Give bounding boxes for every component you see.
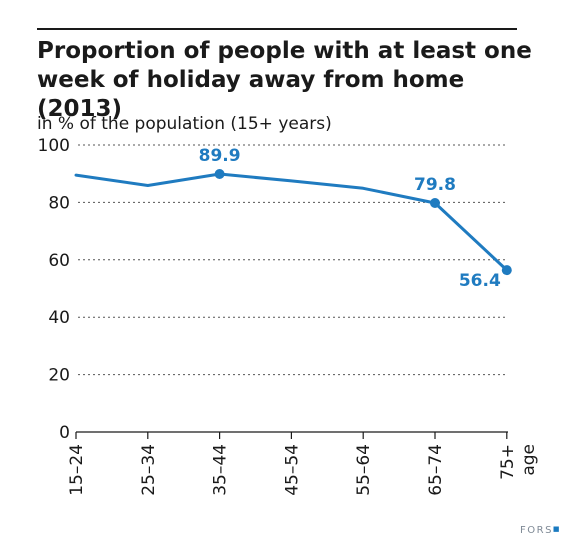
x-tick-label: 15–24 — [67, 444, 87, 496]
chart-subtitle: in % of the population (15+ years) — [37, 114, 332, 134]
data-point-marker — [214, 168, 225, 179]
data-label: 89.9 — [199, 146, 241, 166]
data-labels: 89.9 79.8 56.4 — [199, 146, 501, 291]
fors-logo: FORS■ — [520, 525, 561, 536]
y-tick-label: 0 — [59, 423, 70, 443]
x-tick-label: 65–74 — [426, 444, 446, 496]
x-tick-label: 75+ — [498, 444, 518, 480]
gridlines — [78, 144, 508, 376]
chart-title: Proportion of people with at least one w… — [37, 38, 532, 122]
y-tick-label: 60 — [48, 251, 70, 271]
y-tick-label: 40 — [48, 308, 70, 328]
data-label: 56.4 — [459, 271, 501, 291]
x-axis-label: age — [519, 444, 539, 476]
data-point-marker — [501, 265, 512, 276]
x-tick-label: 25–34 — [139, 444, 159, 496]
data-point-marker — [430, 197, 440, 208]
y-tick-label: 80 — [48, 193, 70, 213]
y-tick-label: 20 — [48, 366, 70, 386]
logo-text: FORS — [520, 525, 553, 536]
series-group — [74, 168, 512, 276]
x-tick-label: 35–44 — [211, 444, 231, 496]
title-rule — [37, 28, 517, 30]
y-tick-label: 100 — [38, 136, 70, 156]
data-label: 79.8 — [414, 175, 456, 195]
x-tick-label: 45–54 — [282, 444, 302, 496]
logo-dot-icon: ■ — [552, 525, 562, 533]
x-axis: 15–24 25–34 35–44 45–54 55–64 65–74 75+ age — [67, 431, 539, 496]
y-axis-ticks: 0 20 40 60 80 100 — [38, 136, 70, 443]
x-tick-label: 55–64 — [354, 444, 374, 496]
